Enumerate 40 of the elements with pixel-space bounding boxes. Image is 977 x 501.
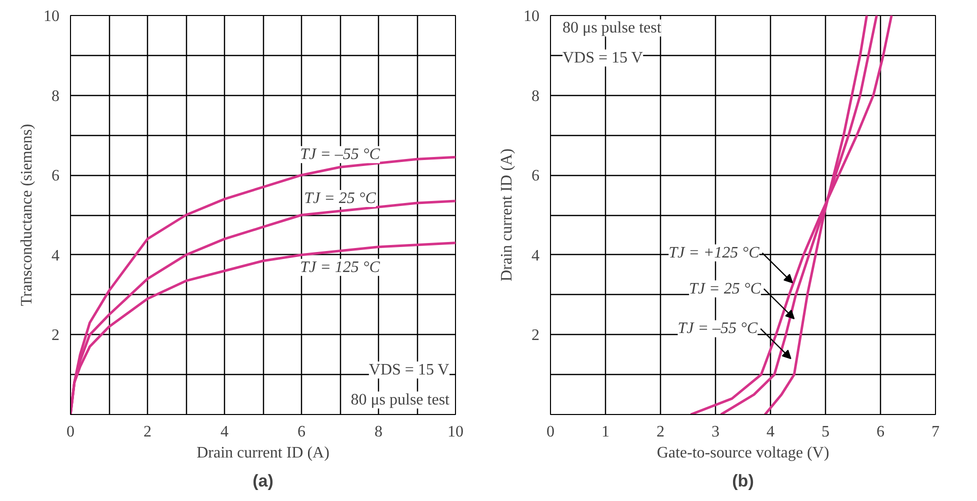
y-tick-label: 10 bbox=[524, 8, 540, 25]
x-tick-label: 3 bbox=[712, 424, 720, 440]
y-tick-label: 8 bbox=[532, 88, 540, 105]
y-tick-label: 4 bbox=[52, 247, 60, 264]
y-tick-label: 4 bbox=[532, 247, 540, 264]
x-axis-title: Drain current ID (A) bbox=[196, 444, 330, 462]
x-tick-label: 6 bbox=[876, 424, 884, 440]
annotation: VDS = 15 V bbox=[562, 50, 644, 66]
series-label: TJ = –55 °C bbox=[300, 146, 380, 164]
annotation: TJ = –55 °C bbox=[678, 320, 758, 338]
annotation: 80 μs pulse test bbox=[562, 20, 662, 36]
x-tick-label: 2 bbox=[656, 424, 664, 440]
y-tick-label: 6 bbox=[52, 168, 60, 185]
y-tick-label: 2 bbox=[532, 327, 540, 344]
annotation: TJ = +125 °C bbox=[668, 244, 760, 262]
text: (b) bbox=[732, 472, 754, 490]
x-tick-label: 8 bbox=[374, 424, 382, 440]
y-tick-label: 8 bbox=[52, 88, 60, 105]
y-axis-title: Transconductance (siemens) bbox=[18, 124, 36, 306]
x-tick-label: 5 bbox=[822, 424, 830, 440]
x-tick-label: 4 bbox=[766, 424, 774, 440]
annotation: VDS = 15 V bbox=[368, 362, 450, 378]
x-tick-label: 1 bbox=[602, 424, 610, 440]
x-tick-label: 0 bbox=[66, 424, 74, 440]
y-axis-title: Drain current ID (A) bbox=[498, 148, 516, 282]
series-label: TJ = 125 °C bbox=[300, 258, 380, 276]
x-tick-label: 6 bbox=[298, 424, 306, 440]
x-axis-title: Gate-to-source voltage (V) bbox=[656, 444, 830, 462]
x-tick-label: 10 bbox=[448, 424, 464, 440]
text: (a) bbox=[252, 472, 274, 490]
x-tick-label: 7 bbox=[932, 424, 940, 440]
x-tick-label: 2 bbox=[144, 424, 152, 440]
x-tick-label: 0 bbox=[546, 424, 554, 440]
annotation: 80 μs pulse test bbox=[350, 392, 450, 408]
y-tick-label: 2 bbox=[52, 327, 60, 344]
annotation: TJ = 25 °C bbox=[689, 280, 762, 298]
y-tick-label: 6 bbox=[532, 168, 540, 185]
y-tick-label: 10 bbox=[44, 8, 60, 25]
x-tick-label: 4 bbox=[220, 424, 228, 440]
series-label: TJ = 25 °C bbox=[304, 190, 376, 208]
